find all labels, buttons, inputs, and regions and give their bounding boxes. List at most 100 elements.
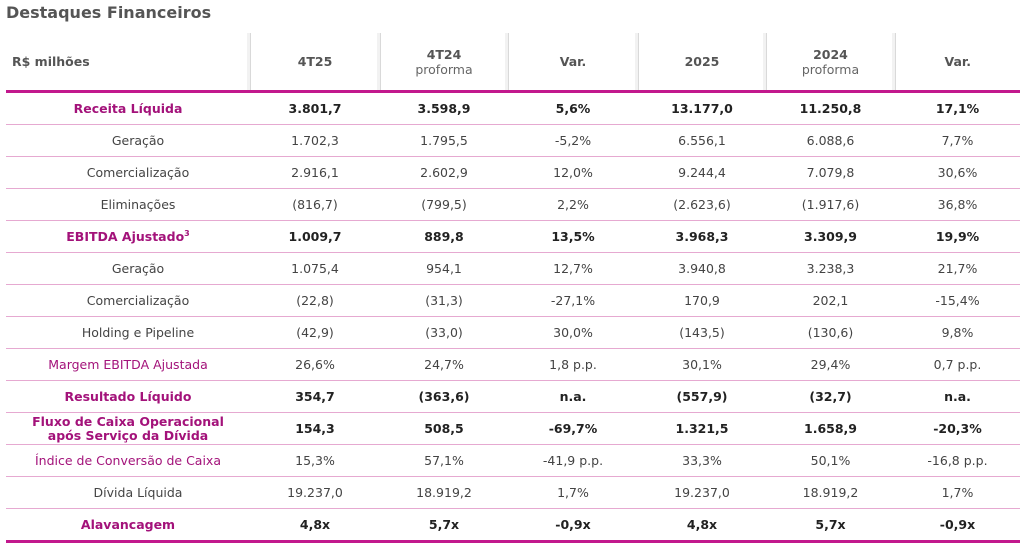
cell-value: 30,1% [638,348,766,381]
row-alavancagem: Alavancagem 4,8x 5,7x -0,9x 4,8x 5,7x -0… [6,508,1020,543]
cell-value: 9,8% [895,316,1020,349]
row-comercializacao-ebitda: Comercialização (22,8) (31,3) -27,1% 170… [6,284,1020,317]
row-resultado-liquido: Resultado Líquido 354,7 (363,6) n.a. (55… [6,380,1020,413]
cell-value: 889,8 [380,220,508,253]
cell-value: 1,8 p.p. [508,348,638,381]
cell-value: -20,3% [895,412,1020,445]
header-col-4t24: 4T24 proforma [380,33,509,93]
row-label: Holding e Pipeline [6,316,250,349]
header-col-var-year: Var. [895,33,1020,93]
cell-value: 24,7% [380,348,508,381]
cell-value: (33,0) [380,316,508,349]
row-label: Comercialização [6,156,250,189]
header-col-sub: proforma [801,61,860,77]
row-label: Alavancagem [6,508,250,543]
cell-value: 18.919,2 [766,476,895,509]
row-label: Geração [6,252,250,285]
cell-value: 17,1% [895,91,1020,125]
cell-value: 5,6% [508,91,638,125]
header-col-2024: 2024 proforma [766,33,896,93]
row-label: Fluxo de Caixa Operacional após Serviço d… [6,412,250,445]
cell-value: 3.598,9 [380,91,508,125]
row-label: Geração [6,124,250,157]
row-label: Eliminações [6,188,250,221]
row-indice-conversao: Índice de Conversão de Caixa 15,3% 57,1%… [6,444,1020,477]
cell-value: -41,9 p.p. [508,444,638,477]
cell-value: 12,7% [508,252,638,285]
cell-value: 9.244,4 [638,156,766,189]
cell-value: 6.556,1 [638,124,766,157]
cell-value: 5,7x [380,508,508,543]
row-label-line1: Fluxo de Caixa Operacional [32,413,224,429]
cell-value: (22,8) [250,284,380,317]
row-label-text: EBITDA Ajustado [66,229,185,244]
cell-value: (31,3) [380,284,508,317]
cell-value: -15,4% [895,284,1020,317]
table-header-row: R$ milhões 4T25 4T24 proforma Var. 2025 … [6,33,1020,93]
cell-value: 13.177,0 [638,91,766,125]
cell-value: -0,9x [508,508,638,543]
cell-value: -16,8 p.p. [895,444,1020,477]
cell-value: 3.968,3 [638,220,766,253]
cell-value: 1.075,4 [250,252,380,285]
cell-value: 1.795,5 [380,124,508,157]
cell-value: 5,7x [766,508,895,543]
cell-value: 33,3% [638,444,766,477]
cell-value: -69,7% [508,412,638,445]
footnote-marker: 3 [184,228,190,238]
cell-value: 26,6% [250,348,380,381]
header-col-main: 4T24 [426,46,462,62]
cell-value: -5,2% [508,124,638,157]
cell-value: (1.917,6) [766,188,895,221]
header-col-var-quarter: Var. [508,33,639,93]
cell-value: 30,6% [895,156,1020,189]
row-label: Índice de Conversão de Caixa [6,444,250,477]
cell-value: 18.919,2 [380,476,508,509]
cell-value: -0,9x [895,508,1020,543]
cell-value: 12,0% [508,156,638,189]
cell-value: 19.237,0 [250,476,380,509]
header-col-main: 2024 [813,46,848,62]
cell-value: (130,6) [766,316,895,349]
cell-value: 6.088,6 [766,124,895,157]
cell-value: 170,9 [638,284,766,317]
row-geracao-ebitda: Geração 1.075,4 954,1 12,7% 3.940,8 3.23… [6,252,1020,285]
cell-value: 50,1% [766,444,895,477]
row-eliminacoes: Eliminações (816,7) (799,5) 2,2% (2.623,… [6,188,1020,221]
cell-value: 2.602,9 [380,156,508,189]
header-col-main: 2025 [684,54,720,69]
cell-value: 15,3% [250,444,380,477]
cell-value: n.a. [895,380,1020,413]
cell-value: 0,7 p.p. [895,348,1020,381]
cell-value: 30,0% [508,316,638,349]
row-label: Receita Líquida [6,91,250,125]
cell-value: 3.940,8 [638,252,766,285]
cell-value: 1.658,9 [766,412,895,445]
cell-value: 29,4% [766,348,895,381]
header-unit-label: R$ milhões [6,33,251,93]
header-col-sub: proforma [415,61,473,77]
row-label: Resultado Líquido [6,380,250,413]
cell-value: 11.250,8 [766,91,895,125]
cell-value: 1.009,7 [250,220,380,253]
cell-value: 1,7% [508,476,638,509]
financial-highlights-table: R$ milhões 4T25 4T24 proforma Var. 2025 … [6,33,1020,543]
header-col-main: 4T25 [297,54,333,69]
cell-value: (143,5) [638,316,766,349]
cell-value: (32,7) [766,380,895,413]
row-receita-liquida: Receita Líquida 3.801,7 3.598,9 5,6% 13.… [6,91,1020,125]
cell-value: 57,1% [380,444,508,477]
row-label-line2: após Serviço da Dívida [47,427,209,443]
cell-value: 1,7% [895,476,1020,509]
cell-value: 1.702,3 [250,124,380,157]
header-col-main: Var. [559,54,587,69]
cell-value: 2,2% [508,188,638,221]
cell-value: 3.238,3 [766,252,895,285]
cell-value: 1.321,5 [638,412,766,445]
cell-value: (363,6) [380,380,508,413]
row-divida-liquida: Dívida Líquida 19.237,0 18.919,2 1,7% 19… [6,476,1020,509]
row-fluxo-caixa: Fluxo de Caixa Operacional após Serviço d… [6,412,1020,445]
page-title: Destaques Financeiros [6,3,212,22]
cell-value: (816,7) [250,188,380,221]
cell-value: 202,1 [766,284,895,317]
